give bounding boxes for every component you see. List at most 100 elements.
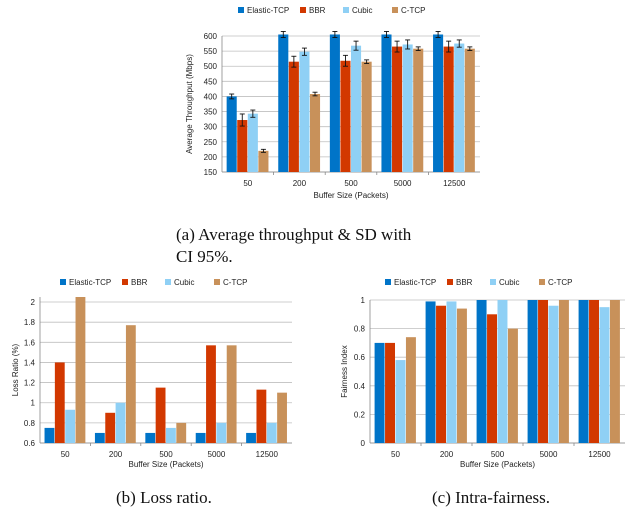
legend-swatch	[539, 279, 545, 285]
y-axis-title: Average Throughput (Mbps)	[185, 54, 194, 154]
legend-label: BBR	[456, 278, 473, 287]
y-axis-title: Loss Ratio (%)	[11, 343, 20, 396]
bar	[65, 409, 76, 443]
bar	[405, 337, 416, 443]
bar	[115, 402, 126, 443]
bar	[278, 34, 289, 172]
bar	[464, 48, 475, 173]
legend-swatch	[490, 279, 496, 285]
legend-swatch	[214, 279, 220, 285]
legend-label: BBR	[309, 6, 326, 15]
bar	[277, 392, 287, 443]
bar	[436, 305, 446, 443]
y-tick-label: 0.8	[24, 419, 36, 428]
bar	[94, 432, 105, 443]
chart-a-throughput: 150 200 250 300 350 400 450 500 550 600 50 200 500 50…	[185, 6, 480, 200]
bar	[395, 360, 406, 443]
caption-c: (c) Intra-fairness.	[432, 488, 550, 507]
x-tick-label: 12500	[588, 450, 611, 459]
bar	[237, 120, 248, 172]
x-tick-label: 12500	[256, 450, 279, 459]
bar	[329, 34, 340, 172]
legend-label: Elastic-TCP	[247, 6, 289, 15]
bar	[558, 300, 569, 443]
legend-label: Elastic-TCP	[394, 278, 436, 287]
y-tick-label: 500	[204, 62, 218, 71]
bar	[385, 342, 395, 443]
y-tick-label: 150	[204, 168, 218, 177]
caption-b: (b) Loss ratio.	[116, 488, 212, 507]
legend-swatch	[392, 7, 398, 13]
bar	[548, 305, 559, 443]
bar	[226, 96, 237, 172]
legend-label: Cubic	[352, 6, 372, 15]
x-axis-title: Buffer Size (Packets)	[129, 460, 204, 469]
bar	[425, 301, 436, 443]
bar	[599, 307, 610, 443]
bar	[413, 48, 424, 173]
y-tick-label: 550	[204, 47, 218, 56]
y-tick-label: 1.6	[24, 338, 36, 347]
legend-label: C-TCP	[548, 278, 572, 287]
legend-swatch	[447, 279, 453, 285]
y-tick-label: 1.2	[24, 379, 36, 388]
x-tick-label: 50	[243, 179, 252, 188]
bar	[433, 34, 444, 172]
y-axis-title: Fairness Index	[340, 345, 349, 397]
bar	[476, 300, 487, 443]
bar	[195, 432, 206, 443]
bar	[216, 422, 227, 443]
x-axis-title: Buffer Size (Packets)	[314, 191, 389, 200]
bar	[145, 432, 156, 443]
x-tick-label: 5000	[394, 179, 412, 188]
legend-label: C-TCP	[223, 278, 247, 287]
bar	[206, 345, 216, 443]
x-tick-label: 50	[391, 450, 400, 459]
legend-swatch	[385, 279, 391, 285]
bar	[456, 308, 467, 443]
bar	[497, 300, 508, 443]
bar	[454, 43, 465, 172]
bar	[443, 46, 454, 173]
legend-label: C-TCP	[401, 6, 425, 15]
x-tick-label: 200	[293, 179, 307, 188]
bar	[361, 61, 372, 172]
y-tick-label: 450	[204, 77, 218, 86]
bar	[44, 427, 55, 443]
legend-swatch	[300, 7, 306, 13]
bar	[166, 427, 176, 443]
bar	[340, 60, 351, 172]
x-tick-label: 500	[491, 450, 505, 459]
legend-swatch	[122, 279, 128, 285]
x-tick-label: 500	[344, 179, 358, 188]
bar	[75, 297, 86, 443]
legend-swatch	[60, 279, 66, 285]
bar	[578, 300, 589, 443]
legend-label: Cubic	[174, 278, 194, 287]
caption-a-line2: CI 95%.	[176, 247, 233, 266]
legend-label: Cubic	[499, 278, 519, 287]
y-tick-label: 250	[204, 138, 218, 147]
bar	[105, 412, 116, 443]
chart-b-loss-ratio: 0.6 0.8 1 1.2 1.4 1.6 1.8 2 50 200 500 5000 12500 Buf…	[11, 278, 292, 469]
bar	[176, 422, 187, 443]
y-tick-label: 0	[361, 439, 366, 448]
x-tick-label: 5000	[540, 450, 558, 459]
bar	[392, 46, 403, 173]
bar	[258, 150, 269, 172]
legend-swatch	[343, 7, 349, 13]
y-tick-label: 200	[204, 153, 218, 162]
bar	[125, 325, 136, 443]
bar	[54, 362, 65, 443]
y-tick-label: 0.4	[354, 382, 366, 391]
bar	[226, 345, 237, 443]
bar	[247, 113, 258, 172]
y-tick-label: 300	[204, 123, 218, 132]
legend-swatch	[238, 7, 244, 13]
y-tick-label: 600	[204, 32, 218, 41]
bar	[246, 432, 256, 443]
chart-c-fairness: 0 0.2 0.4 0.6 0.8 1 50 200 500 5000 12500 Buffer Si…	[340, 278, 625, 469]
y-tick-label: 1	[361, 296, 366, 305]
y-tick-label: 1	[31, 399, 36, 408]
